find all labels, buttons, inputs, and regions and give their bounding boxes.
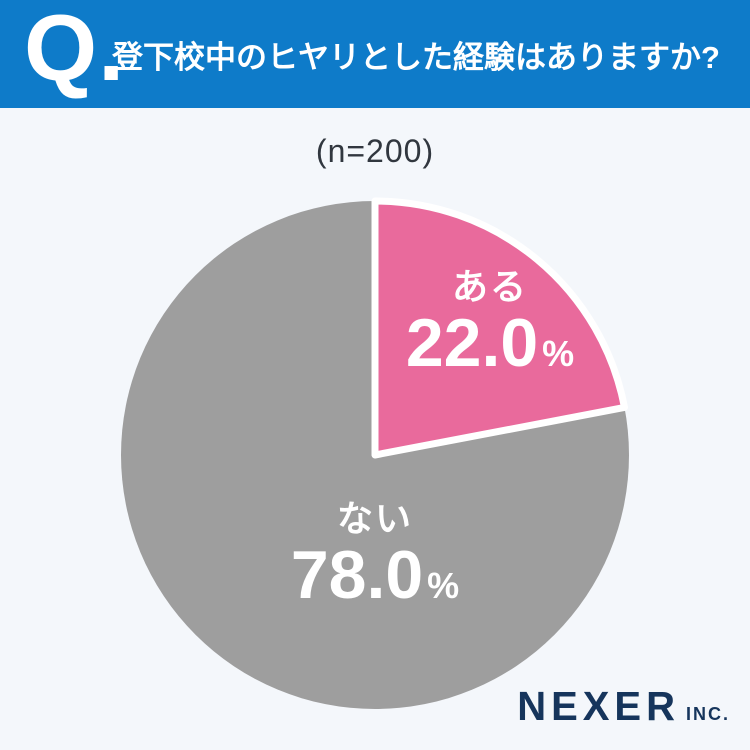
brand-name: NEXER: [517, 684, 680, 730]
slice-percent-number-aru: 22.0: [405, 305, 539, 382]
slice-value-nai: 78.0 %: [291, 541, 459, 609]
slice-labels-nai: ない 78.0 %: [291, 498, 459, 609]
slice-name-aru: ある: [451, 266, 528, 307]
percent-sign-nai: %: [427, 565, 460, 607]
slice-percent-number-nai: 78.0: [290, 537, 424, 614]
header-bar: Q. 登下校中のヒヤリとした経験はありますか?: [0, 0, 750, 108]
question-mark-label: Q.: [24, 0, 126, 100]
slice-labels-aru: ある 22.0 %: [406, 266, 574, 377]
brand-suffix: INC.: [686, 704, 730, 724]
slice-name-nai: ない: [336, 498, 413, 539]
slice-value-aru: 22.0 %: [406, 309, 574, 377]
brand-logo: NEXER INC.: [517, 685, 730, 730]
percent-sign-aru: %: [542, 333, 575, 375]
pie-slice-aru: [371, 197, 628, 459]
question-title: 登下校中のヒヤリとした経験はありますか?: [112, 39, 720, 75]
sample-size-label: (n=200): [315, 133, 435, 169]
